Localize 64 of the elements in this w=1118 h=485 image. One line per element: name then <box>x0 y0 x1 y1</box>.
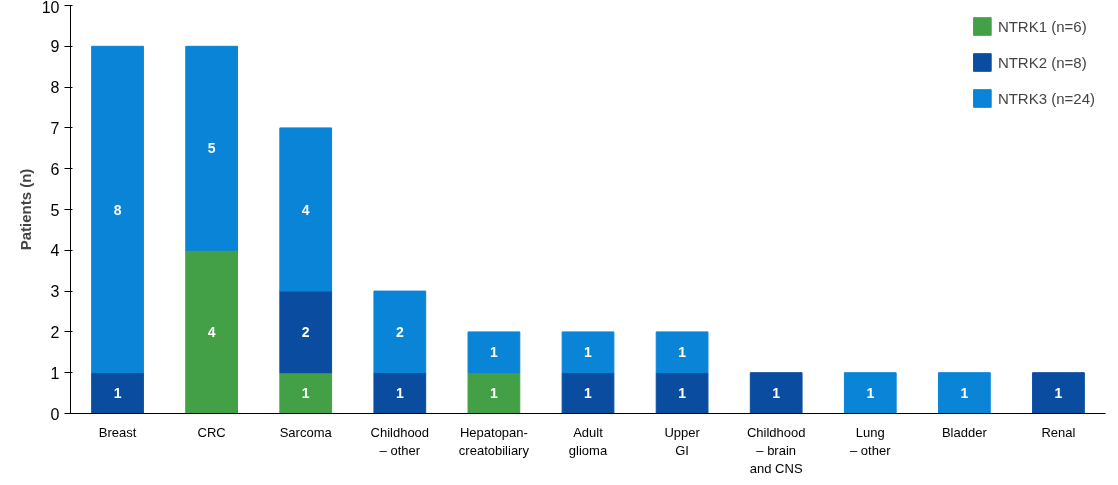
x-tick-label: Renal <box>1041 424 1076 440</box>
bar <box>749 372 803 414</box>
data-label: 1 <box>772 385 781 402</box>
data-label: 1 <box>490 344 499 361</box>
bar <box>91 45 144 374</box>
bar <box>467 372 521 414</box>
bar <box>185 249 239 414</box>
bar <box>561 331 615 374</box>
y-axis-title: Patients (n) <box>16 168 34 251</box>
y-tick-label: 0 <box>50 405 60 423</box>
data-label: 1 <box>113 385 122 402</box>
bar <box>655 372 709 414</box>
data-label: 1 <box>866 385 875 402</box>
bar <box>279 372 333 414</box>
bar <box>1032 372 1085 414</box>
data-label: 4 <box>301 201 310 218</box>
y-tick-label: 10 <box>41 0 60 16</box>
bar <box>467 331 521 374</box>
y-tick-label: 7 <box>50 119 60 137</box>
y-tick-label: 1 <box>50 364 60 382</box>
y-tick-label: 5 <box>50 201 60 219</box>
bar <box>843 372 897 414</box>
bar <box>279 290 333 374</box>
y-tick-label: 6 <box>50 160 60 178</box>
legend-label: NTRK3 (n=24) <box>997 89 1095 107</box>
data-label: 1 <box>678 385 687 402</box>
x-tick-label: Childhood – other <box>370 424 430 458</box>
x-tick-label: Bladder <box>941 424 988 440</box>
data-label: 1 <box>490 385 499 402</box>
y-tick-label: 8 <box>50 79 60 97</box>
bar <box>279 127 333 292</box>
x-tick-label: Lung – other <box>850 424 892 458</box>
data-label: 1 <box>301 385 310 402</box>
bar <box>561 372 615 414</box>
data-label: 4 <box>207 323 216 340</box>
y-tick-label: 2 <box>50 323 60 341</box>
legend-label: NTRK2 (n=8) <box>997 53 1087 71</box>
data-label: 1 <box>1054 385 1063 402</box>
bar <box>373 372 427 414</box>
x-tick-label: CRC <box>197 424 226 440</box>
data-label: 1 <box>678 344 687 361</box>
bar <box>185 45 239 251</box>
x-tick-label: Breast <box>98 424 137 440</box>
bar <box>937 372 991 414</box>
data-label: 2 <box>395 323 404 340</box>
data-label: 1 <box>584 344 593 361</box>
data-label: 8 <box>113 201 122 218</box>
data-label: 1 <box>395 385 404 402</box>
y-tick-label: 4 <box>50 242 60 260</box>
x-tick-label: Sarcoma <box>279 424 333 440</box>
x-tick-label: Childhood – brain and CNS <box>746 424 806 476</box>
bar <box>655 331 709 374</box>
bar <box>91 372 144 414</box>
data-label: 2 <box>301 323 310 340</box>
x-tick-label: Adult glioma <box>568 424 608 458</box>
data-label: 5 <box>207 140 216 157</box>
y-tick-label: 3 <box>50 283 60 301</box>
data-label: 1 <box>960 385 969 402</box>
x-tick-label: Upper GI <box>664 424 701 458</box>
x-tick-label: Hepatopan- creatobiliary <box>458 424 530 458</box>
legend-label: NTRK1 (n=6) <box>997 17 1087 35</box>
bar <box>373 290 427 374</box>
y-tick-label: 9 <box>50 38 60 56</box>
data-label: 1 <box>584 385 593 402</box>
